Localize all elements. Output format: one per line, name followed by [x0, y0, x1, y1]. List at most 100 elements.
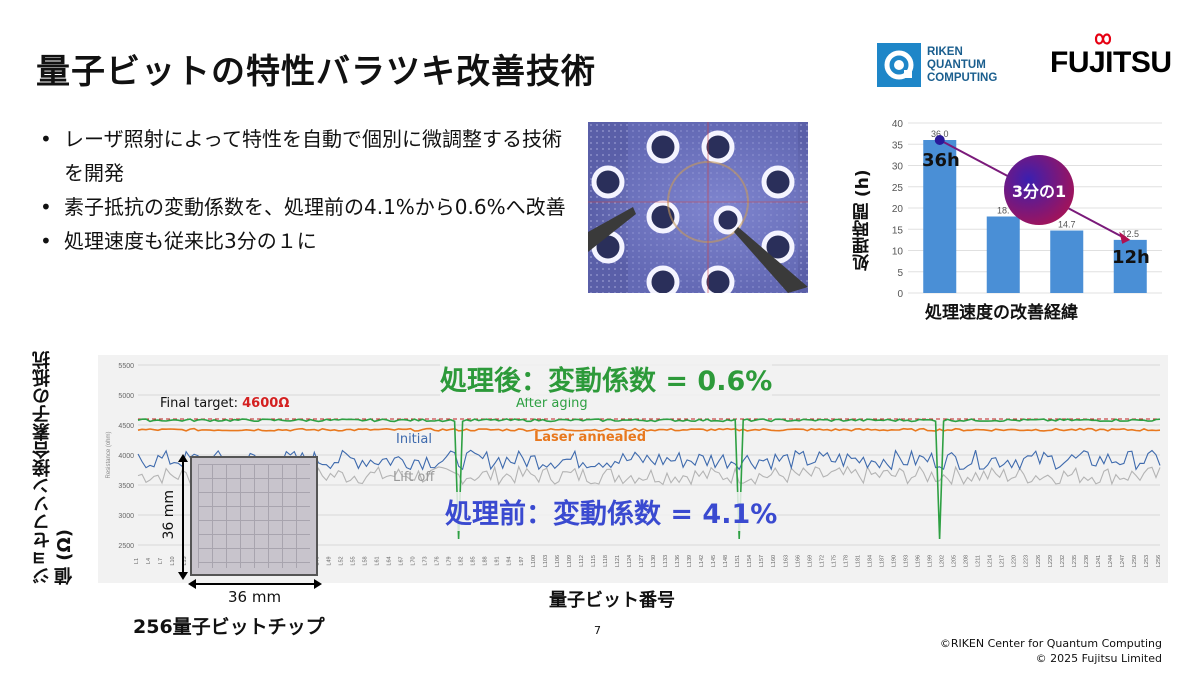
- bar-value-label: 18.: [997, 206, 1010, 216]
- x-tick-label: L130: [651, 555, 657, 567]
- final-target-label: Final target: 4600Ω: [160, 396, 289, 411]
- y-tick-label: 3000: [118, 513, 134, 520]
- x-tick-label: L232: [1060, 555, 1066, 567]
- y-tick-label: 15: [892, 225, 904, 236]
- copyright-riken: ©RIKEN Center for Quantum Computing: [939, 637, 1162, 650]
- width-arrow-icon: [188, 579, 322, 589]
- riken-text-2: QUANTUM: [927, 58, 986, 71]
- x-tick-label: L166: [795, 555, 801, 567]
- bar-value-label: 14.7: [1058, 220, 1076, 230]
- x-tick-label: L64: [386, 556, 392, 565]
- x-tick-label: L136: [675, 555, 681, 567]
- y-tick-label: 20: [892, 204, 904, 215]
- x-tick-label: L193: [904, 555, 910, 567]
- y-tick-label: 10: [892, 247, 904, 258]
- x-tick-label: L214: [988, 555, 994, 567]
- x-tick-label: L247: [1120, 555, 1126, 567]
- x-tick-label: L229: [1048, 555, 1054, 567]
- x-tick-label: L100: [531, 555, 537, 567]
- x-tick-label: L172: [819, 555, 825, 567]
- x-tick-label: L94: [507, 556, 513, 565]
- x-tick-label: L151: [735, 555, 741, 567]
- lift-off-legend: Lift off: [393, 470, 435, 485]
- x-tick-label: L7: [158, 558, 164, 564]
- x-tick-label: L139: [687, 555, 693, 567]
- x-tick-label: L1: [134, 558, 140, 564]
- x-tick-label: L10: [170, 556, 176, 565]
- bar: [986, 216, 1020, 293]
- after-cv-label: 処理後：変動係数 = 0.6%: [440, 359, 773, 398]
- bar-value-label: 36.0: [931, 129, 949, 139]
- before-cv-label: 処理前：変動係数 = 4.1%: [445, 492, 778, 531]
- x-tick-label: L4: [146, 558, 152, 564]
- riken-text-1: RIKEN: [927, 45, 963, 58]
- x-tick-label: L211: [976, 555, 982, 567]
- x-tick-label: L115: [591, 555, 597, 567]
- fujitsu-logo: FUJITSU: [1050, 46, 1172, 79]
- x-tick-label: L133: [663, 555, 669, 567]
- chip-height-label: 36 mm: [161, 490, 177, 540]
- x-tick-label: L202: [940, 555, 946, 567]
- x-tick-label: L163: [783, 555, 789, 567]
- riken-logo: RIKEN QUANTUM COMPUTING: [877, 40, 1017, 90]
- x-tick-label: L91: [495, 556, 501, 565]
- copyright-fujitsu: © 2025 Fujitsu Limited: [1035, 652, 1162, 665]
- x-tick-label: L187: [879, 555, 885, 567]
- trend-arrow-head: [1119, 231, 1131, 244]
- y-tick-label: 3500: [118, 483, 134, 490]
- bar: [1050, 230, 1084, 293]
- trend-start-dot: [934, 135, 945, 145]
- x-tick-label: L145: [711, 555, 717, 567]
- x-tick-label: L178: [843, 555, 849, 567]
- x-tick-label: L181: [855, 555, 861, 567]
- x-tick-label: L244: [1108, 555, 1114, 567]
- processing-time-chart: 0 5 10 15 20 25 30 35 40 36.0 18. 14.7 12.5: [850, 115, 1170, 320]
- x-tick-label: L76: [435, 556, 441, 565]
- x-tick-label: L118: [603, 555, 609, 567]
- page-number: 7: [594, 624, 601, 637]
- riken-logo-mark: [877, 43, 921, 87]
- y-unit-label: Resistance (ohm): [106, 431, 112, 478]
- x-tick-label: L109: [567, 555, 573, 567]
- x-tick-label: L250: [1132, 555, 1138, 567]
- laser-annealed-legend: Laser annealed: [534, 430, 646, 445]
- x-tick-label: L241: [1096, 555, 1102, 567]
- y-tick-label: 25: [892, 183, 904, 194]
- x-tick-label: L142: [699, 555, 705, 567]
- bar-y-axis-label: 処理時間 (h): [853, 169, 873, 271]
- final-target-prefix: Final target:: [160, 396, 243, 411]
- fujitsu-infinity-icon: [1094, 33, 1112, 45]
- slide-title: 量子ビットの特性バラツキ改善技術: [36, 52, 596, 92]
- x-tick-label: L88: [483, 556, 489, 565]
- x-tick-label: L82: [459, 556, 465, 565]
- x-tick-label: L175: [831, 555, 837, 567]
- bullet-item: レーザ照射によって特性を自動で個別に微調整する技術を開発: [38, 122, 578, 190]
- height-arrow-icon: [178, 454, 188, 580]
- x-tick-label: L199: [928, 555, 934, 567]
- riken-text-3: COMPUTING: [927, 71, 998, 84]
- x-tick-label: L196: [916, 555, 922, 567]
- x-tick-label: L226: [1036, 555, 1042, 567]
- x-tick-label: L13: [182, 556, 188, 565]
- y-tick-label: 5500: [118, 363, 134, 370]
- x-tick-label: L217: [1000, 555, 1006, 567]
- x-tick-label: L103: [543, 555, 549, 567]
- series-line-after-aging: [137, 418, 1161, 540]
- x-tick-label: L127: [639, 555, 645, 567]
- y-tick-label: 5000: [118, 393, 134, 400]
- y-tick-label: 5: [897, 268, 903, 279]
- bar: [923, 140, 957, 293]
- x-tick-label: L223: [1024, 555, 1030, 567]
- x-tick-label: L58: [362, 556, 368, 565]
- bullet-list: レーザ照射によって特性を自動で個別に微調整する技術を開発 素子抵抗の変動係数を、…: [38, 122, 578, 258]
- x-tick-label: L208: [964, 555, 970, 567]
- start-time-label: 36h: [922, 150, 960, 171]
- x-tick-label: L49: [326, 556, 332, 565]
- after-aging-legend: After aging: [516, 396, 588, 411]
- x-tick-label: L106: [555, 555, 561, 567]
- chip-photo: [190, 456, 318, 576]
- x-tick-label: L124: [627, 555, 633, 567]
- reduction-badge: 3分の1: [1004, 155, 1074, 225]
- end-time-label: 12h: [1112, 247, 1150, 268]
- x-tick-label: L220: [1012, 555, 1018, 567]
